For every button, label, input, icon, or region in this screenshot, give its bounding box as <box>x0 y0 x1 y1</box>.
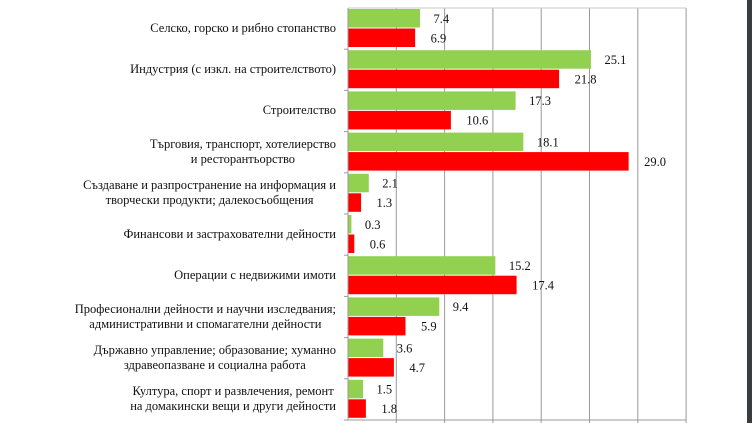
data-label: 29.0 <box>644 155 666 169</box>
bar <box>348 358 394 377</box>
data-label: 5.9 <box>421 320 437 334</box>
data-label: 1.8 <box>381 402 397 416</box>
category-label: Операции с недвижими имоти <box>174 255 336 296</box>
bar <box>348 256 496 275</box>
bar <box>348 234 355 253</box>
data-label: 18.1 <box>537 135 559 149</box>
data-label: 1.5 <box>376 383 392 397</box>
data-label: 9.4 <box>453 300 469 314</box>
category-label-text: Създаване и разпространение на информаци… <box>83 178 336 208</box>
bar <box>348 69 560 89</box>
data-label: 6.9 <box>431 31 447 45</box>
bar <box>348 399 366 418</box>
category-label-text: Търговия, транспорт, хотелиерство и рест… <box>149 137 336 167</box>
data-label: 17.3 <box>529 94 551 108</box>
data-label: 10.6 <box>466 114 488 128</box>
category-label: Създаване и разпространение на информаци… <box>83 173 336 214</box>
window-edge <box>747 0 752 423</box>
data-label: 4.7 <box>409 361 425 375</box>
category-label: Финансови и застрахователни дейности <box>123 214 336 255</box>
category-label-text: Индустрия (с изкл. на строителството) <box>130 62 336 77</box>
category-label: Държавно управление; образование; хуманн… <box>94 338 336 379</box>
bar <box>348 275 517 295</box>
category-label-text: Селско, горско и рибно стопанство <box>150 21 336 35</box>
category-label: Селско, горско и рибно стопанство <box>150 8 336 49</box>
category-label-text: Професионални дейности и научни изследва… <box>74 301 336 331</box>
category-label: Търговия, транспорт, хотелиерство и рест… <box>150 132 336 173</box>
bar <box>348 28 416 47</box>
category-label-text: Операции с недвижими имоти <box>174 268 336 283</box>
bar <box>348 9 420 28</box>
bar <box>348 91 516 110</box>
category-label-text: Строителство <box>262 103 336 118</box>
bar <box>348 379 363 399</box>
bar <box>348 193 362 212</box>
data-label: 0.3 <box>365 218 381 232</box>
bar <box>348 132 524 152</box>
data-label: 25.1 <box>604 53 626 67</box>
bar <box>348 338 384 358</box>
data-label: 7.4 <box>433 12 449 26</box>
bar <box>348 316 406 336</box>
data-label: 1.3 <box>377 196 393 210</box>
data-label: 15.2 <box>509 259 531 273</box>
bar <box>348 173 369 193</box>
bar <box>348 215 352 234</box>
category-label: Индустрия (с изкл. на строителството) <box>130 49 336 90</box>
category-label: Култура, спорт и развлечения, ремонт на … <box>130 379 336 420</box>
category-label-text: Култура, спорт и развлечения, ремонт на … <box>130 384 336 414</box>
data-label: 0.6 <box>370 237 386 251</box>
data-label: 2.1 <box>382 177 398 191</box>
category-label: Професионални дейности и научни изследва… <box>75 296 336 337</box>
data-label: 3.6 <box>397 341 413 355</box>
data-label: 21.8 <box>575 72 597 86</box>
category-label-text: Финансови и застрахователни дейности <box>123 227 336 241</box>
bar <box>348 152 629 171</box>
bar <box>348 297 440 316</box>
data-label: 17.4 <box>532 278 555 292</box>
category-label-text: Държавно управление; образование; хуманн… <box>93 343 336 373</box>
category-label: Строителство <box>263 90 336 131</box>
bar <box>348 50 591 69</box>
bar <box>348 110 451 130</box>
